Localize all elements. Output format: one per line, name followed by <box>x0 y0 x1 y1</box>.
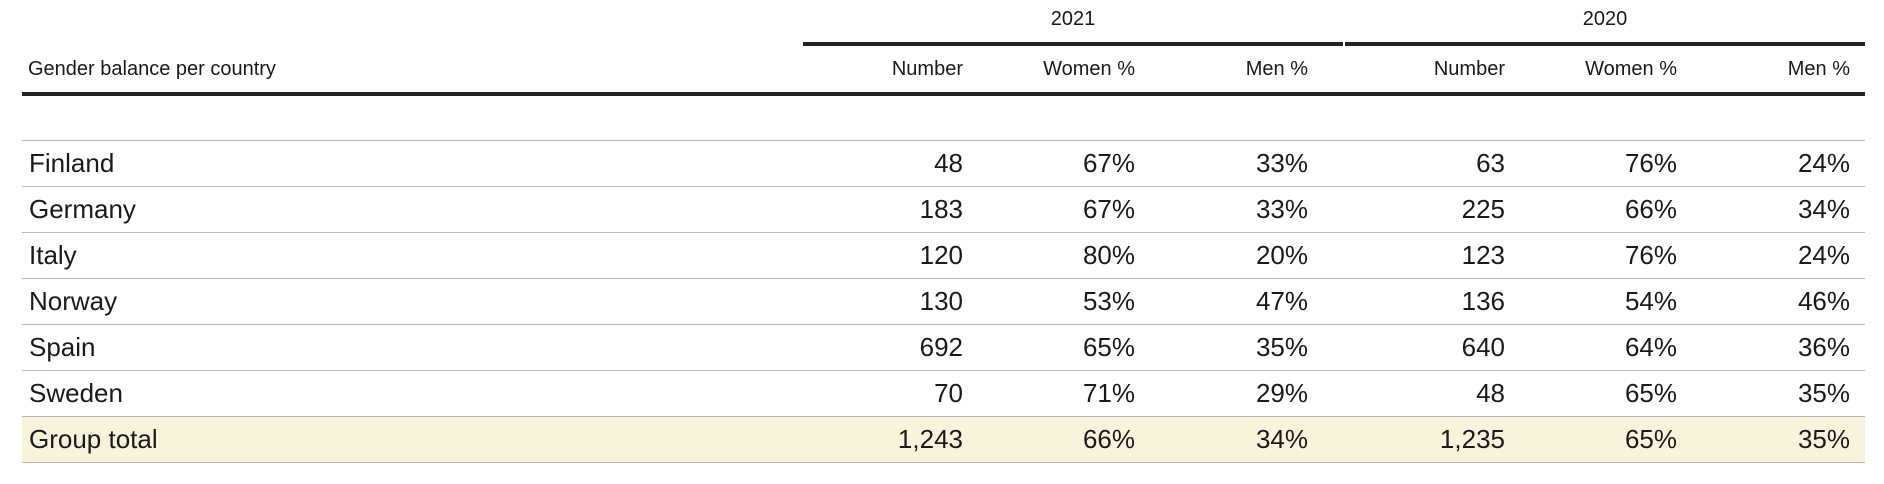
women-2020-cell: 54% <box>1624 286 1677 316</box>
number-2021-cell: 48 <box>934 148 963 178</box>
table-row: Sweden 70 71% 29% 48 65% 35% <box>22 370 1865 416</box>
col-header-number-2020: Number <box>1433 58 1505 80</box>
number-2020-cell: 63 <box>1476 148 1505 178</box>
year-2020-heading: 2020 <box>1582 8 1628 30</box>
country-cell: Norway <box>29 286 118 316</box>
year-2021-rule <box>803 42 1343 46</box>
women-2021-cell: 65% <box>1082 332 1135 362</box>
men-2021-cell: 33% <box>1255 194 1308 224</box>
men-2020-cell: 46% <box>1797 286 1850 316</box>
men-2021-cell: 47% <box>1255 286 1308 316</box>
women-2020-cell: 66% <box>1624 194 1677 224</box>
year-2021-heading: 2021 <box>1050 8 1096 30</box>
men-2020-cell: 36% <box>1797 332 1850 362</box>
women-2020-cell: 64% <box>1624 332 1677 362</box>
women-2021-cell: 71% <box>1082 378 1135 408</box>
table-row: Spain 692 65% 35% 640 64% 36% <box>22 324 1865 370</box>
number-2021-cell: 692 <box>919 332 963 362</box>
col-header-men-2020: Men % <box>1787 58 1850 80</box>
country-cell: Spain <box>29 332 96 362</box>
number-2020-cell: 123 <box>1461 240 1505 270</box>
women-2021-cell: 67% <box>1082 194 1135 224</box>
table-row: Germany 183 67% 33% 225 66% 34% <box>22 186 1865 232</box>
men-2020-cell: 35% <box>1797 424 1850 454</box>
women-2021-cell: 66% <box>1082 424 1135 454</box>
country-cell: Group total <box>29 424 158 454</box>
country-cell: Sweden <box>29 378 123 408</box>
gender-balance-table: Finland 48 67% 33% 63 76% 24% Germany 18… <box>22 140 1865 463</box>
number-2021-cell: 130 <box>919 286 963 316</box>
men-2021-cell: 34% <box>1255 424 1308 454</box>
number-2020-cell: 640 <box>1461 332 1505 362</box>
number-2021-cell: 1,243 <box>897 424 963 454</box>
group-total-row: Group total 1,243 66% 34% 1,235 65% 35% <box>22 416 1865 463</box>
women-2020-cell: 65% <box>1624 378 1677 408</box>
men-2021-cell: 20% <box>1255 240 1308 270</box>
men-2020-cell: 24% <box>1797 240 1850 270</box>
men-2021-cell: 33% <box>1255 148 1308 178</box>
women-2020-cell: 76% <box>1624 240 1677 270</box>
number-2020-cell: 136 <box>1461 286 1505 316</box>
col-header-men-2021: Men % <box>1245 58 1308 80</box>
women-2021-cell: 53% <box>1082 286 1135 316</box>
col-header-women-2020: Women % <box>1585 58 1677 80</box>
men-2020-cell: 35% <box>1797 378 1850 408</box>
year-2020-rule <box>1345 42 1865 46</box>
country-cell: Finland <box>29 148 115 178</box>
table-title: Gender balance per country <box>28 58 276 80</box>
men-2020-cell: 24% <box>1797 148 1850 178</box>
women-2020-cell: 65% <box>1624 424 1677 454</box>
men-2021-cell: 29% <box>1255 378 1308 408</box>
col-header-women-2021: Women % <box>1043 58 1135 80</box>
country-cell: Germany <box>29 194 136 224</box>
women-2020-cell: 76% <box>1624 148 1677 178</box>
header-rule <box>22 92 1865 96</box>
table-row: Norway 130 53% 47% 136 54% 46% <box>22 278 1865 324</box>
number-2020-cell: 1,235 <box>1439 424 1505 454</box>
table-row: Italy 120 80% 20% 123 76% 24% <box>22 232 1865 278</box>
number-2021-cell: 183 <box>919 194 963 224</box>
table-row: Finland 48 67% 33% 63 76% 24% <box>22 140 1865 186</box>
number-2021-cell: 70 <box>934 378 963 408</box>
country-cell: Italy <box>29 240 77 270</box>
men-2021-cell: 35% <box>1255 332 1308 362</box>
men-2020-cell: 34% <box>1797 194 1850 224</box>
number-2020-cell: 48 <box>1476 378 1505 408</box>
number-2021-cell: 120 <box>919 240 963 270</box>
women-2021-cell: 80% <box>1082 240 1135 270</box>
number-2020-cell: 225 <box>1461 194 1505 224</box>
women-2021-cell: 67% <box>1082 148 1135 178</box>
col-header-number-2021: Number <box>891 58 963 80</box>
